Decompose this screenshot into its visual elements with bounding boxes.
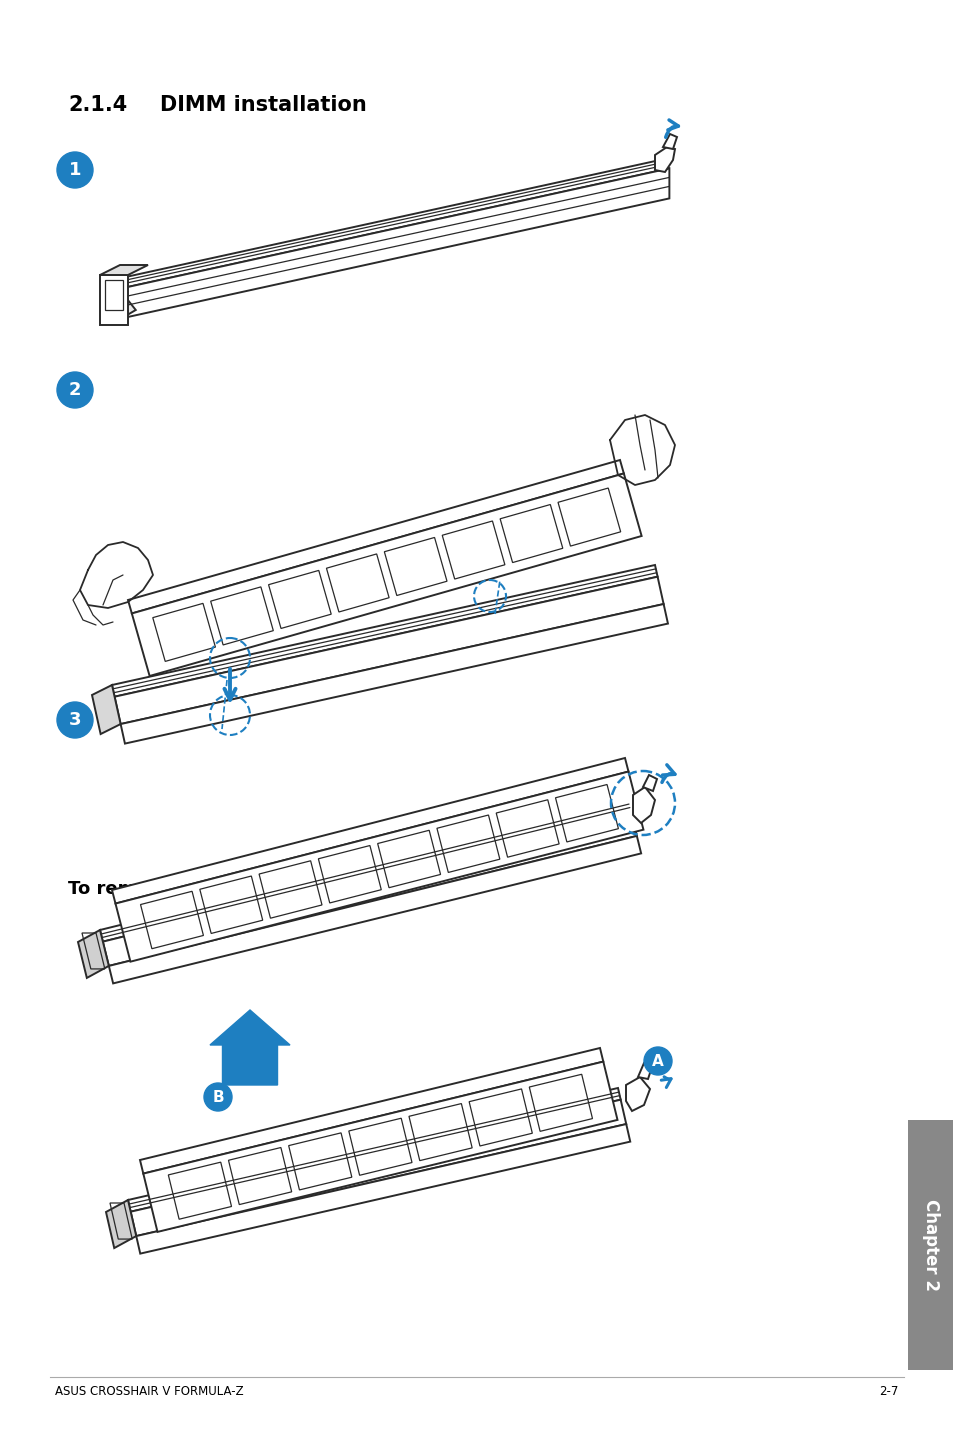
Polygon shape — [100, 265, 148, 275]
Polygon shape — [100, 800, 630, 942]
Text: 2.1.4: 2.1.4 — [68, 95, 127, 115]
Text: A: A — [652, 1054, 663, 1068]
Polygon shape — [114, 577, 663, 725]
Polygon shape — [642, 775, 657, 791]
Polygon shape — [120, 604, 667, 743]
Polygon shape — [625, 1077, 649, 1112]
Circle shape — [204, 1083, 232, 1112]
Polygon shape — [136, 1125, 630, 1254]
Polygon shape — [100, 275, 128, 325]
Text: 1: 1 — [69, 161, 81, 178]
Circle shape — [57, 152, 92, 188]
Text: Chapter 2: Chapter 2 — [921, 1199, 939, 1291]
Polygon shape — [128, 460, 623, 614]
Polygon shape — [91, 684, 120, 733]
Polygon shape — [115, 772, 642, 962]
Polygon shape — [106, 1199, 136, 1248]
Polygon shape — [662, 134, 677, 150]
Polygon shape — [112, 280, 135, 318]
Text: B: B — [212, 1090, 224, 1104]
Polygon shape — [112, 160, 669, 289]
Circle shape — [57, 702, 92, 738]
Circle shape — [57, 372, 92, 408]
Polygon shape — [907, 1120, 953, 1370]
Polygon shape — [638, 1063, 651, 1078]
Text: 2-7: 2-7 — [879, 1385, 898, 1398]
Text: 3: 3 — [69, 710, 81, 729]
Polygon shape — [655, 147, 675, 173]
FancyArrow shape — [210, 1009, 290, 1086]
Polygon shape — [131, 1100, 625, 1237]
Polygon shape — [128, 1089, 620, 1212]
Polygon shape — [103, 811, 637, 966]
Text: 2: 2 — [69, 381, 81, 398]
Polygon shape — [132, 473, 641, 676]
Text: To remove a DIMM: To remove a DIMM — [68, 880, 254, 897]
Text: DIMM installation: DIMM installation — [160, 95, 366, 115]
Circle shape — [643, 1047, 671, 1076]
Polygon shape — [121, 168, 669, 318]
Polygon shape — [633, 787, 655, 823]
Polygon shape — [78, 930, 109, 978]
Polygon shape — [140, 1048, 602, 1173]
Polygon shape — [112, 565, 657, 697]
Polygon shape — [112, 758, 628, 903]
Polygon shape — [143, 1061, 617, 1232]
Polygon shape — [109, 835, 640, 984]
Text: ASUS CROSSHAIR V FORMULA-Z: ASUS CROSSHAIR V FORMULA-Z — [55, 1385, 243, 1398]
